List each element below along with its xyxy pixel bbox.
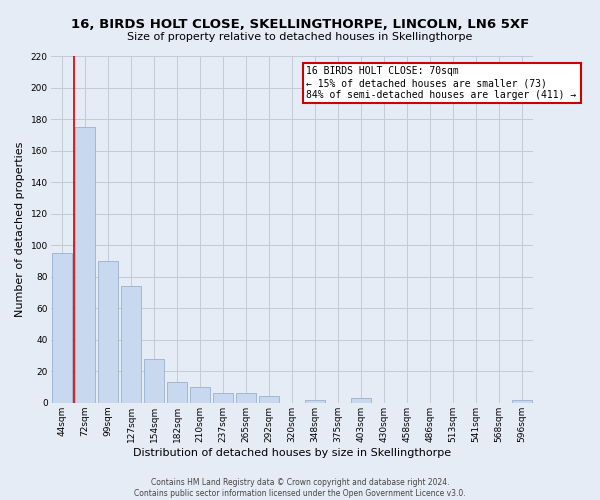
Bar <box>167 382 187 403</box>
Text: Size of property relative to detached houses in Skellingthorpe: Size of property relative to detached ho… <box>127 32 473 42</box>
Bar <box>190 387 210 403</box>
Bar <box>144 358 164 403</box>
Bar <box>75 127 95 403</box>
Bar <box>351 398 371 403</box>
Bar <box>236 394 256 403</box>
Bar <box>121 286 141 403</box>
Bar <box>98 261 118 403</box>
Text: Contains HM Land Registry data © Crown copyright and database right 2024.
Contai: Contains HM Land Registry data © Crown c… <box>134 478 466 498</box>
Bar <box>305 400 325 403</box>
Bar <box>259 396 279 403</box>
X-axis label: Distribution of detached houses by size in Skellingthorpe: Distribution of detached houses by size … <box>133 448 451 458</box>
Bar <box>213 394 233 403</box>
Y-axis label: Number of detached properties: Number of detached properties <box>15 142 25 317</box>
Text: 16 BIRDS HOLT CLOSE: 70sqm
← 15% of detached houses are smaller (73)
84% of semi: 16 BIRDS HOLT CLOSE: 70sqm ← 15% of deta… <box>307 66 577 100</box>
Bar <box>512 400 532 403</box>
Text: 16, BIRDS HOLT CLOSE, SKELLINGTHORPE, LINCOLN, LN6 5XF: 16, BIRDS HOLT CLOSE, SKELLINGTHORPE, LI… <box>71 18 529 30</box>
Bar <box>52 253 72 403</box>
